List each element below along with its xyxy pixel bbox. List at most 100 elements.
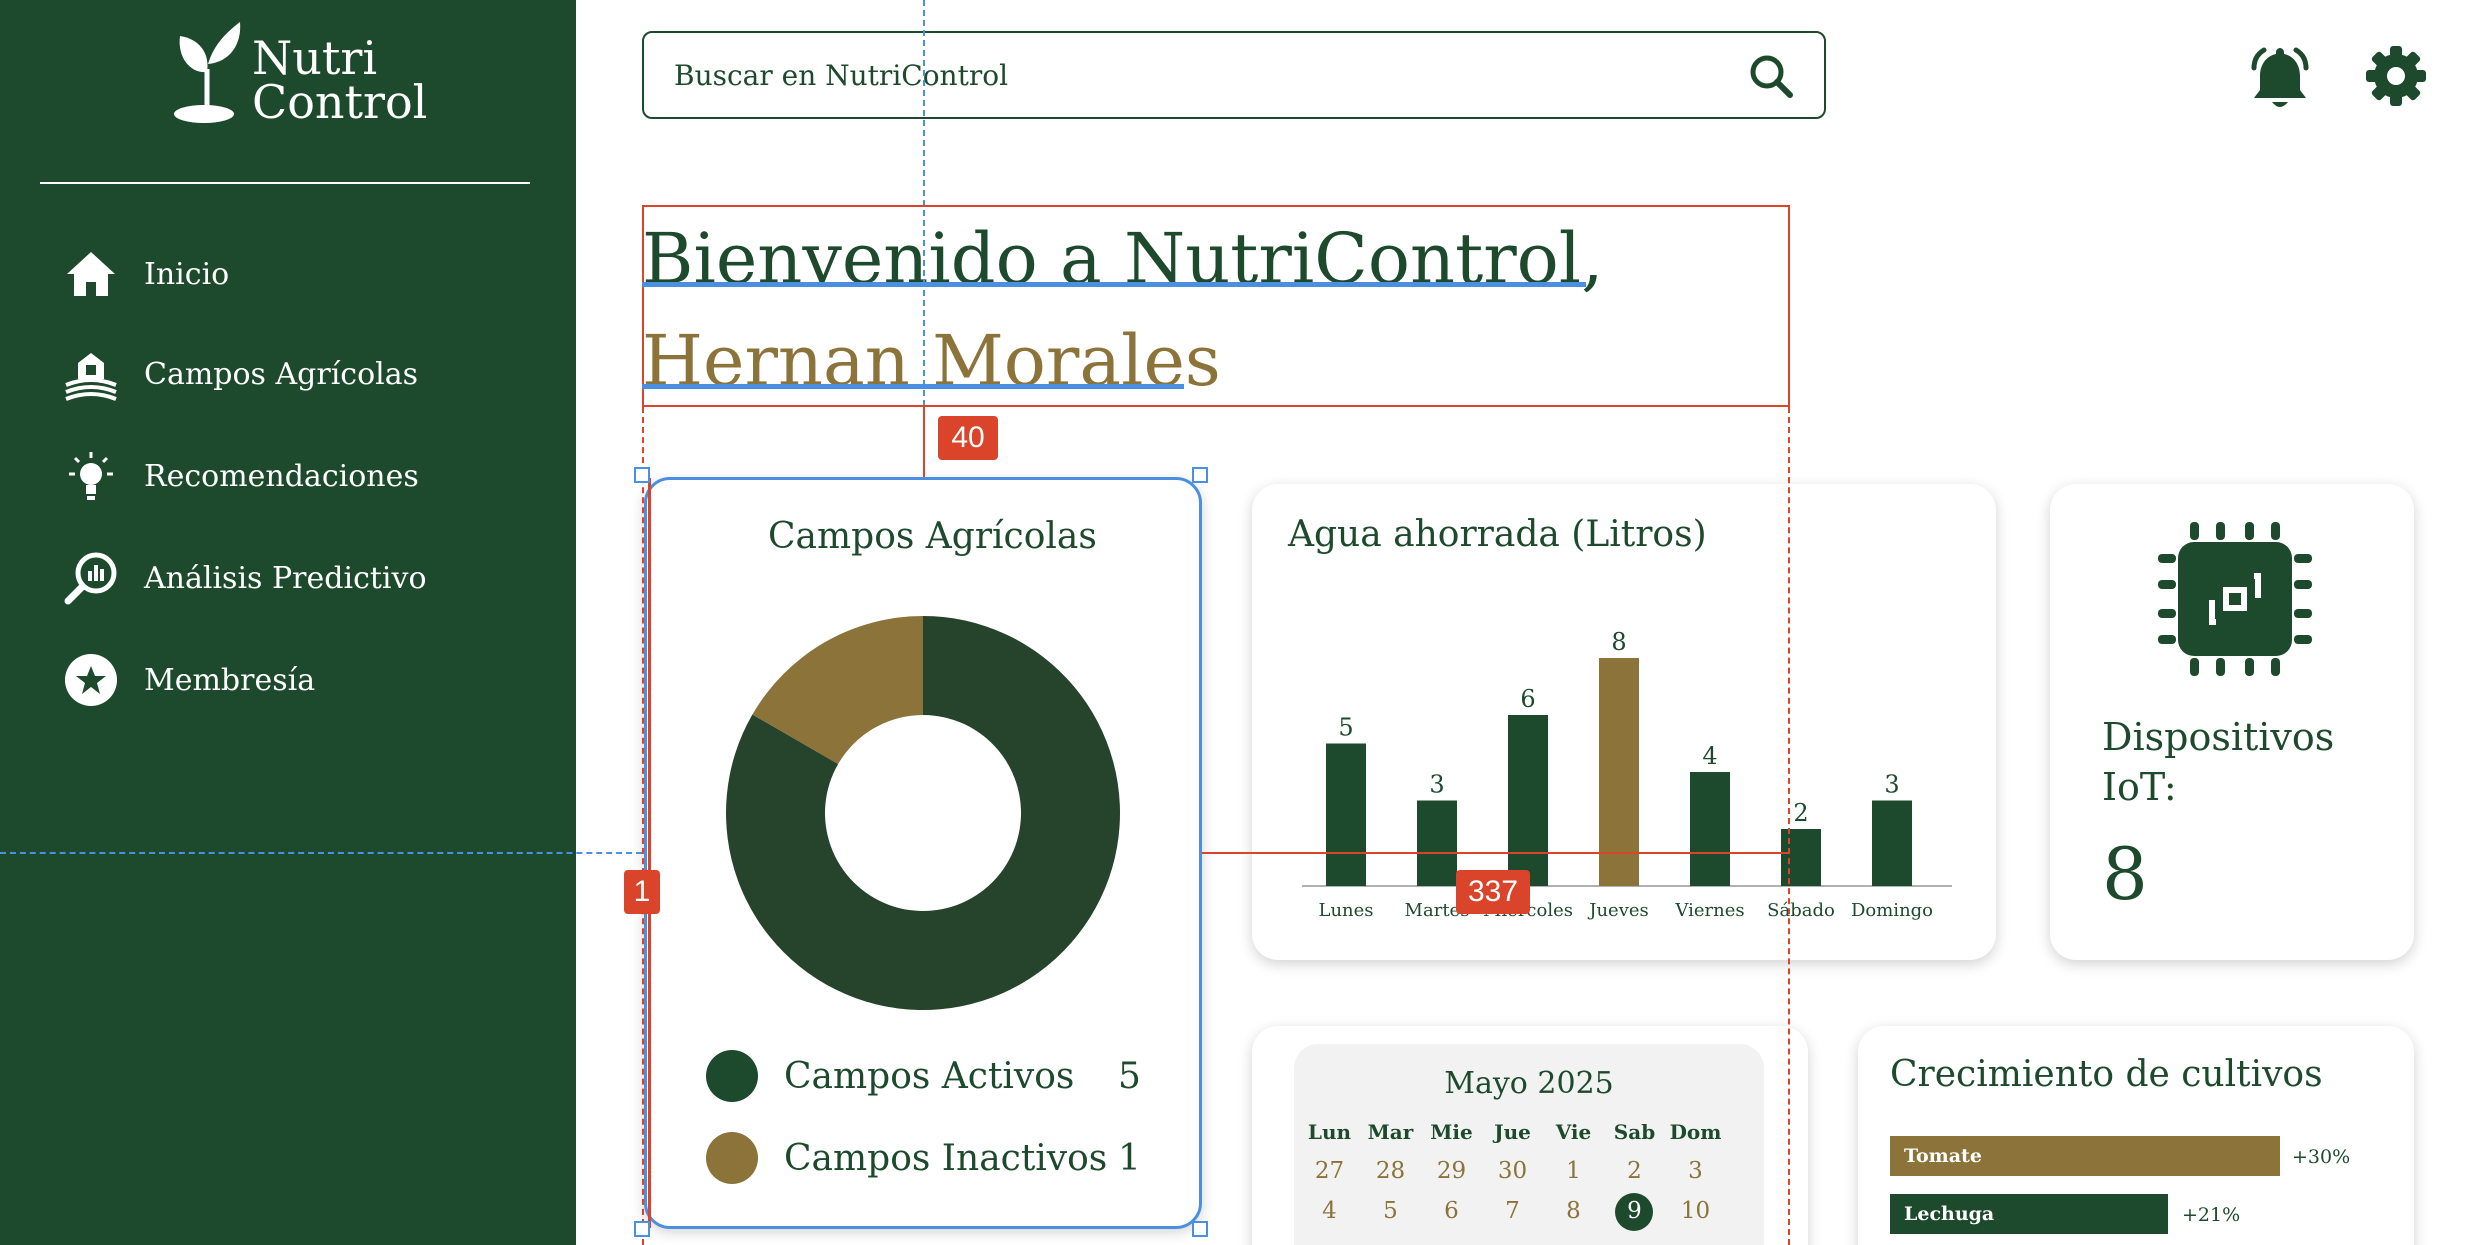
calendar-day[interactable]: 30	[1497, 1158, 1528, 1184]
donut-slice-1	[752, 616, 923, 764]
today-marker	[1615, 1193, 1653, 1231]
legend-active: Campos Activos 5	[706, 1046, 1166, 1106]
crop-change: +30%	[2292, 1146, 2351, 1168]
calendar-day[interactable]: 9	[1627, 1198, 1642, 1224]
bell-icon[interactable]	[2248, 44, 2312, 112]
calendar-day[interactable]: 28	[1375, 1158, 1406, 1184]
sidebar-divider	[40, 182, 530, 184]
sidebar-item-label: Membresía	[144, 662, 316, 698]
iot-value: 8	[2102, 832, 2148, 916]
fields-card[interactable]: Campos Agrícolas Campos Activos 5 Campos…	[644, 478, 1202, 1228]
calendar-day[interactable]: 3	[1688, 1158, 1703, 1184]
bar-value-label: 4	[1702, 742, 1717, 770]
calendar-day[interactable]: 5	[1383, 1198, 1398, 1224]
water-card-title: Agua ahorrada (Litros)	[1288, 514, 1707, 555]
iot-card[interactable]: Dispositivos IoT: 8	[2050, 484, 2414, 960]
logo-text: Nutri Control	[252, 35, 428, 129]
calendar-day[interactable]: 8	[1566, 1198, 1581, 1224]
home-icon	[60, 243, 122, 305]
calendar-weekday: Jue	[1494, 1120, 1531, 1144]
calendar-day[interactable]: 7	[1505, 1198, 1520, 1224]
sidebar-item-membresia[interactable]: Membresía	[60, 648, 540, 712]
x-tick-label: Martes	[1405, 900, 1470, 921]
user-name: Hernan Morales	[642, 320, 1221, 402]
calendar-day[interactable]: 4	[1322, 1198, 1337, 1224]
iot-label: Dispositivos IoT:	[2102, 715, 2335, 809]
sidebar-item-analisis[interactable]: Análisis Predictivo	[60, 546, 540, 610]
sprout-logo-icon	[174, 22, 241, 123]
calendar-weekday: Sab	[1613, 1120, 1656, 1144]
growth-bar-lechuga: Lechuga	[1890, 1194, 2168, 1234]
resize-handle-bl[interactable]	[634, 1221, 650, 1237]
lightbulb-icon	[60, 445, 122, 507]
calendar-day[interactable]: 1	[1566, 1158, 1581, 1184]
spacing-line	[923, 407, 925, 477]
sidebar-item-inicio[interactable]: Inicio	[60, 242, 540, 306]
calendar-weekday: Mie	[1430, 1120, 1473, 1144]
sidebar-item-label: Recomendaciones	[144, 458, 419, 494]
magnifier-chart-icon	[60, 547, 122, 609]
nutricontrol-logo[interactable]: Nutri Control	[172, 14, 432, 129]
legend-value: 5	[1118, 1055, 1141, 1097]
logo-line2: Control	[252, 75, 428, 129]
bar-1	[1417, 800, 1457, 886]
welcome-title: Bienvenido a NutriControl,	[642, 218, 1604, 300]
search-box	[642, 31, 1826, 119]
donut-slice-0	[726, 616, 1120, 1010]
bar-value-label: 2	[1793, 799, 1808, 827]
calendar-day[interactable]: 10	[1680, 1198, 1711, 1224]
index-badge: 1	[624, 870, 660, 914]
calendar-day[interactable]: 27	[1314, 1158, 1345, 1184]
search-input[interactable]	[674, 33, 1714, 117]
resize-handle-tl[interactable]	[634, 467, 650, 483]
calendar-month: Mayo 2025	[1444, 1066, 1614, 1101]
x-tick-label: Domingo	[1851, 900, 1933, 921]
welcome-heading: Bienvenido a NutriControl, Hernan Morale…	[642, 208, 1792, 412]
spacing-badge: 40	[938, 416, 998, 460]
growth-card-title: Crecimiento de cultivos	[1890, 1054, 2323, 1095]
legend-inactive: Campos Inactivos 1	[706, 1128, 1166, 1188]
x-tick-label: Viernes	[1674, 900, 1744, 921]
bar-value-label: 5	[1338, 714, 1353, 742]
sidebar-item-label: Inicio	[144, 256, 230, 292]
bar-value-label: 3	[1884, 771, 1899, 799]
calendar-weekday: Mar	[1367, 1120, 1414, 1144]
star-badge-icon	[60, 649, 122, 711]
sidebar-item-label: Análisis Predictivo	[144, 560, 427, 596]
calendar-day[interactable]: 6	[1444, 1198, 1459, 1224]
legend-swatch-inactive	[706, 1132, 758, 1184]
crop-name: Tomate	[1904, 1145, 1982, 1167]
x-tick-label: Lunes	[1318, 900, 1373, 921]
fields-card-title: Campos Agrícolas	[768, 516, 1097, 557]
sidebar-item-label: Campos Agrícolas	[144, 356, 419, 392]
bar-value-label: 6	[1520, 685, 1535, 713]
search-icon[interactable]	[1748, 53, 1794, 99]
growth-card[interactable]: Crecimiento de cultivos Tomate +30% Lech…	[1858, 1026, 2414, 1245]
x-tick-label: Jueves	[1587, 900, 1649, 921]
resize-handle-br[interactable]	[1192, 1221, 1208, 1237]
chip-icon	[2158, 522, 2312, 676]
water-bar-chart: 5Lunes3Martes6Miércoles8Jueves4Viernes2S…	[1302, 628, 1952, 921]
gear-icon[interactable]	[2364, 44, 2428, 108]
calendar: Mayo 2025 Lun Mar Mie Jue Vie Sab Dom 27 28 29 30 1…	[1294, 1044, 1764, 1245]
calendar-weekday: Lun	[1307, 1120, 1352, 1144]
crop-change: +21%	[2182, 1204, 2241, 1226]
bar-5	[1781, 829, 1821, 886]
bar-value-label: 3	[1429, 771, 1444, 799]
calendar-day[interactable]: 29	[1436, 1158, 1467, 1184]
sidebar-item-campos[interactable]: Campos Agrícolas	[60, 342, 540, 406]
farm-icon	[60, 343, 122, 405]
bar-value-label: 8	[1611, 628, 1626, 656]
bar-6	[1872, 800, 1912, 886]
resize-handle-tr[interactable]	[1192, 467, 1208, 483]
calendar-weekday: Vie	[1555, 1120, 1592, 1144]
width-badge: 337	[1456, 870, 1530, 914]
bar-2	[1508, 715, 1548, 886]
calendar-day[interactable]: 2	[1627, 1158, 1642, 1184]
legend-value: 1	[1118, 1137, 1141, 1179]
legend-swatch-active	[706, 1050, 758, 1102]
bar-4	[1690, 772, 1730, 886]
calendar-weekday: Dom	[1669, 1120, 1722, 1144]
sidebar-item-recomendaciones[interactable]: Recomendaciones	[60, 444, 540, 508]
water-card[interactable]: Agua ahorrada (Litros) 5Lunes3Martes6Mié…	[1252, 484, 1996, 960]
